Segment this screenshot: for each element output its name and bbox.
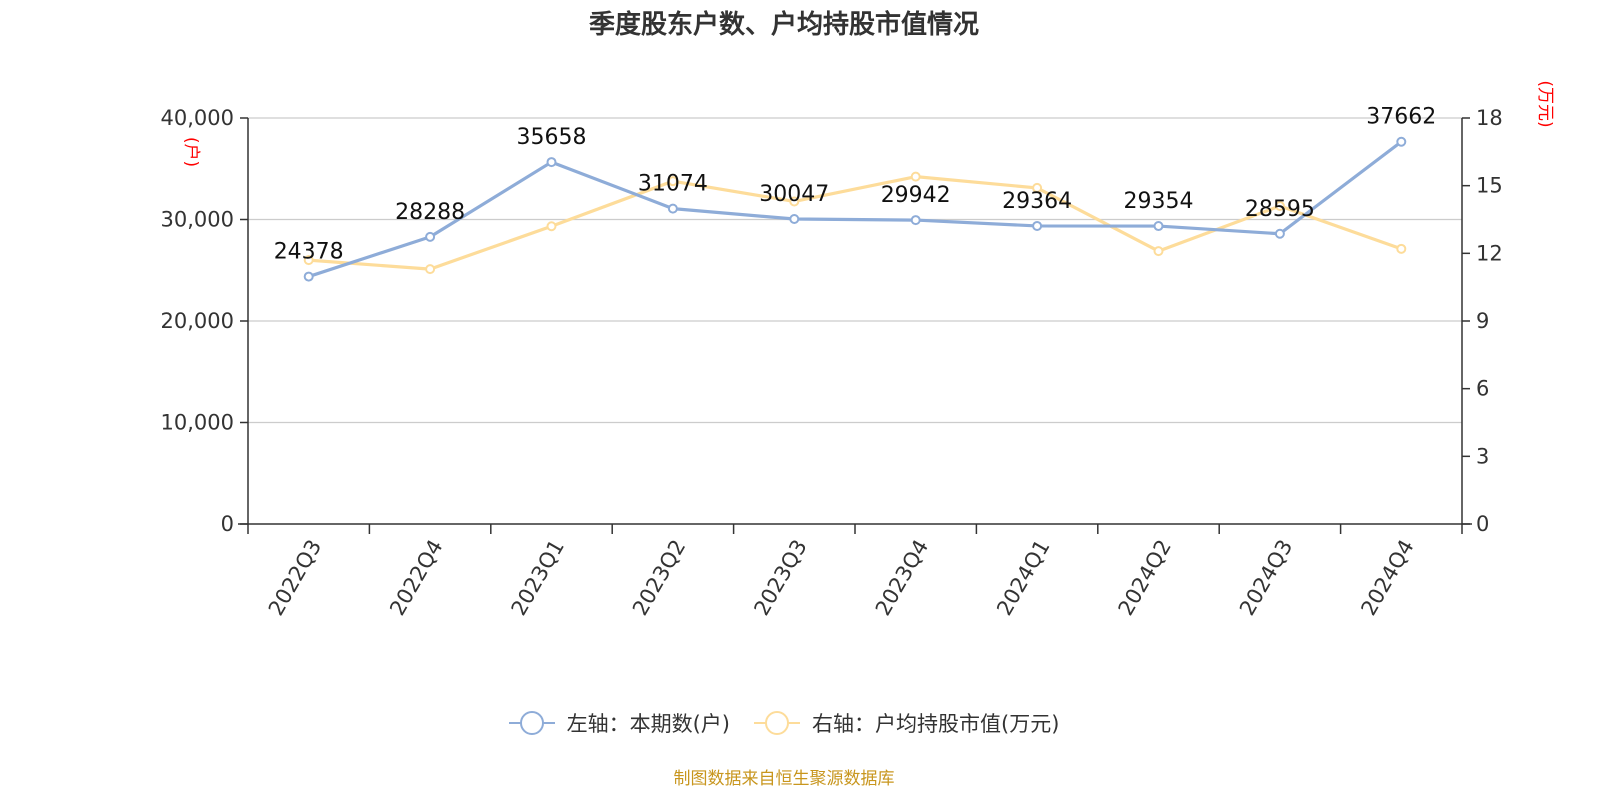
series-point xyxy=(667,176,678,187)
data-label: 29942 xyxy=(881,183,951,208)
left-axis-tick-label: 40,000 xyxy=(161,106,234,130)
left-axis-tick-label: 30,000 xyxy=(161,208,234,232)
right-axis-tick-label: 0 xyxy=(1476,512,1489,536)
x-axis-category-label: 2022Q3 xyxy=(264,536,326,620)
chart-plot: 0 10,000 20,000 30,000 40,000 0 3 6 9 12 15 18 (户) (万… xyxy=(161,80,1555,619)
left-axis-tick-label: 10,000 xyxy=(161,411,234,435)
data-label: 29354 xyxy=(1124,189,1194,214)
series-point xyxy=(303,271,314,282)
data-label: 31074 xyxy=(638,172,708,197)
x-axis-category-label: 2023Q1 xyxy=(507,536,569,620)
legend: 左轴：本期数(户) 右轴：户均持股市值(万元) xyxy=(0,708,1568,738)
left-axis-unit-label: (户) xyxy=(181,137,201,167)
series-point xyxy=(546,157,557,168)
right-axis-tick-label: 18 xyxy=(1476,106,1503,130)
right-axis-tick-label: 12 xyxy=(1476,241,1503,265)
series-point xyxy=(789,214,800,225)
x-axis-category-label: 2024Q3 xyxy=(1235,536,1297,620)
legend-line-marker-icon xyxy=(754,710,800,736)
x-axis-category-label: 2024Q1 xyxy=(992,536,1054,620)
series-point xyxy=(1032,220,1043,231)
series-point xyxy=(425,264,436,275)
data-label: 28595 xyxy=(1245,197,1315,222)
legend-label-left-series: 左轴：本期数(户) xyxy=(566,712,730,736)
legend-item-left-series[interactable]: 左轴：本期数(户) xyxy=(508,708,730,738)
x-axis-category-label: 2023Q2 xyxy=(628,536,690,620)
legend-label-right-series: 右轴：户均持股市值(万元) xyxy=(812,712,1060,736)
series-point xyxy=(789,196,800,207)
right-axis-unit-label: (万元) xyxy=(1535,80,1555,127)
series-point xyxy=(546,221,557,232)
right-axis-tick-label: 9 xyxy=(1476,309,1489,333)
x-axis-category-label: 2024Q2 xyxy=(1114,536,1176,620)
series-point xyxy=(1274,228,1285,239)
series-point xyxy=(910,171,921,182)
series-line xyxy=(308,140,1403,279)
series-point xyxy=(1032,182,1043,193)
series-point xyxy=(910,215,921,226)
axes: 0 10,000 20,000 30,000 40,000 0 3 6 9 12 15 18 (户) (万… xyxy=(161,80,1555,619)
series-point xyxy=(1396,243,1407,254)
data-label: 28288 xyxy=(395,200,465,225)
legend-line-marker-icon xyxy=(508,710,555,736)
series-line xyxy=(308,175,1402,271)
legend-item-right-series[interactable]: 右轴：户均持股市值(万元) xyxy=(754,708,1059,738)
x-axis-category-label: 2023Q4 xyxy=(871,536,933,620)
series-point xyxy=(1153,221,1164,232)
x-axis-category-label: 2022Q4 xyxy=(385,536,447,620)
data-source-note: 制图数据来自恒生聚源数据库 xyxy=(673,769,895,789)
series-point xyxy=(1396,136,1407,147)
right-axis-tick-label: 6 xyxy=(1476,377,1489,401)
series-point xyxy=(303,255,314,266)
right-axis-tick-label: 15 xyxy=(1476,174,1503,198)
series-point xyxy=(1274,200,1285,211)
data-labels: 24378 28288 35658 31074 30047 29942 29364 29354… xyxy=(274,105,1437,265)
data-label: 24378 xyxy=(274,240,344,265)
right-axis-tick-label: 3 xyxy=(1476,444,1489,468)
series-point xyxy=(667,203,678,214)
x-axis-category-label: 2024Q4 xyxy=(1356,536,1418,620)
chart-title: 季度股东户数、户均持股市值情况 xyxy=(588,10,979,40)
data-label: 35658 xyxy=(517,125,587,150)
series-lines xyxy=(303,136,1407,282)
data-label: 30047 xyxy=(759,182,829,207)
data-label: 29364 xyxy=(1002,189,1072,214)
series-point xyxy=(425,231,436,242)
x-axis-category-label: 2023Q3 xyxy=(749,536,811,620)
left-axis-tick-label: 20,000 xyxy=(161,309,234,333)
data-label: 37662 xyxy=(1366,105,1436,130)
left-axis-tick-label: 0 xyxy=(221,512,234,536)
series-point xyxy=(1153,246,1164,257)
